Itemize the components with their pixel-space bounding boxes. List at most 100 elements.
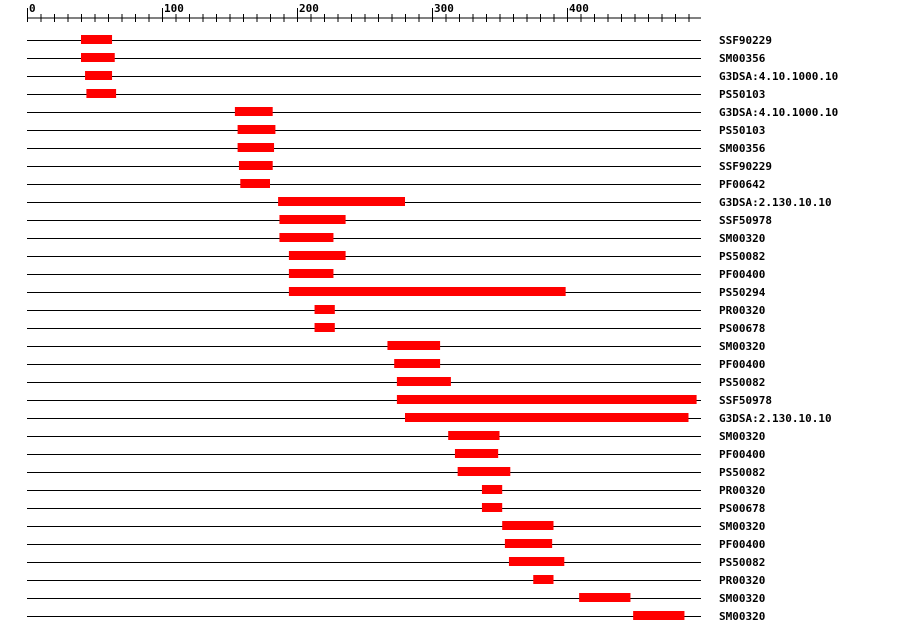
feature-row: PS50082 (27, 250, 765, 263)
feature-label: SM00320 (719, 232, 765, 245)
feature-label: PS50103 (719, 88, 765, 101)
feature-row: SM00356 (27, 142, 766, 155)
feature-label: SSF90229 (719, 34, 772, 47)
feature-row: SM00320 (27, 430, 765, 443)
feature-row: G3DSA:4.10.1000.10 (27, 106, 838, 119)
feature-bar (314, 323, 335, 332)
feature-label: PS50103 (719, 124, 765, 137)
feature-bar (502, 521, 554, 530)
feature-row: PF00400 (27, 358, 765, 371)
feature-row: PS50082 (27, 556, 765, 569)
feature-row: SSF50978 (27, 214, 772, 227)
feature-label: PF00400 (719, 538, 765, 551)
feature-label: G3DSA:2.130.10.10 (719, 412, 832, 425)
feature-row: PS50082 (27, 466, 765, 479)
feature-row: PS50103 (27, 124, 765, 137)
feature-row: SSF90229 (27, 34, 772, 47)
feature-row: PR00320 (27, 574, 765, 587)
feature-row: PS50082 (27, 376, 765, 389)
feature-bar (387, 341, 441, 350)
feature-label: PF00642 (719, 178, 765, 191)
feature-row: PF00400 (27, 268, 765, 281)
feature-label: G3DSA:4.10.1000.10 (719, 70, 838, 83)
tick-label: 400 (569, 2, 589, 15)
feature-label: PR00320 (719, 574, 765, 587)
feature-label: G3DSA:4.10.1000.10 (719, 106, 838, 119)
feature-label: PS50082 (719, 556, 765, 569)
feature-label: SM00356 (719, 52, 766, 65)
feature-label: PS50082 (719, 466, 765, 479)
feature-label: PS50294 (719, 286, 766, 299)
feature-label: SM00320 (719, 610, 765, 623)
feature-row: SM00320 (27, 232, 765, 245)
feature-bar (81, 53, 115, 62)
feature-label: SSF50978 (719, 214, 772, 227)
feature-row: SM00320 (27, 592, 765, 605)
feature-bar (238, 161, 273, 170)
feature-label: SM00320 (719, 592, 765, 605)
feature-bar (85, 71, 113, 80)
feature-bar (633, 611, 685, 620)
feature-row: SM00320 (27, 520, 765, 533)
feature-bar (454, 449, 499, 458)
feature-row: PS00678 (27, 502, 765, 515)
feature-row: G3DSA:2.130.10.10 (27, 412, 832, 425)
feature-label: PS50082 (719, 250, 765, 263)
feature-row: SSF90229 (27, 160, 772, 173)
feature-label: PF00400 (719, 268, 765, 281)
feature-bar (237, 125, 276, 134)
feature-bar (448, 431, 500, 440)
feature-bar (508, 557, 565, 566)
feature-bar (234, 107, 273, 116)
feature-bar (396, 395, 697, 404)
feature-label: PS50082 (719, 376, 765, 389)
tick-label: 100 (164, 2, 184, 15)
feature-bar (533, 575, 554, 584)
feature-bar (481, 485, 503, 494)
feature-bar (405, 413, 689, 422)
tick-label: 200 (299, 2, 319, 15)
feature-label: SM00320 (719, 430, 765, 443)
feature-bar (237, 143, 275, 152)
feature-bar (279, 233, 334, 242)
feature-row: PR00320 (27, 304, 765, 317)
feature-label: PF00400 (719, 358, 765, 371)
feature-row: PF00642 (27, 178, 765, 191)
feature-row: SM00320 (27, 340, 765, 353)
feature-label: PS00678 (719, 322, 765, 335)
feature-label: SM00356 (719, 142, 766, 155)
feature-row: PS50294 (27, 286, 766, 299)
feature-label: G3DSA:2.130.10.10 (719, 196, 832, 209)
tick-label: 0 (29, 2, 36, 15)
feature-rows: SSF90229 SM00356 G3DSA:4.10.1000.10 PS50103… (27, 34, 838, 623)
feature-bar (457, 467, 511, 476)
feature-row: PS50103 (27, 88, 765, 101)
tick-label: 300 (434, 2, 454, 15)
feature-bar (288, 287, 566, 296)
feature-label: SM00320 (719, 340, 765, 353)
feature-bar (86, 89, 117, 98)
feature-label: PR00320 (719, 484, 765, 497)
feature-row: SM00356 (27, 52, 766, 65)
scale-axis: 0 100 200 300 400 (27, 2, 701, 22)
feature-row: PS00678 (27, 322, 765, 335)
feature-label: SSF50978 (719, 394, 772, 407)
feature-bar (396, 377, 451, 386)
feature-row: PF00400 (27, 538, 765, 551)
feature-bar (81, 35, 113, 44)
feature-bar (314, 305, 335, 314)
feature-row: G3DSA:2.130.10.10 (27, 196, 832, 209)
feature-bar (279, 215, 346, 224)
feature-label: PF00400 (719, 448, 765, 461)
feature-bar (288, 269, 334, 278)
feature-bar (278, 197, 405, 206)
feature-bar (504, 539, 553, 548)
feature-row: PF00400 (27, 448, 765, 461)
feature-row: SSF50978 (27, 394, 772, 407)
feature-label: PR00320 (719, 304, 765, 317)
feature-bar (579, 593, 631, 602)
feature-label: PS00678 (719, 502, 765, 515)
feature-bar (481, 503, 503, 512)
feature-row: SM00320 (27, 610, 765, 623)
